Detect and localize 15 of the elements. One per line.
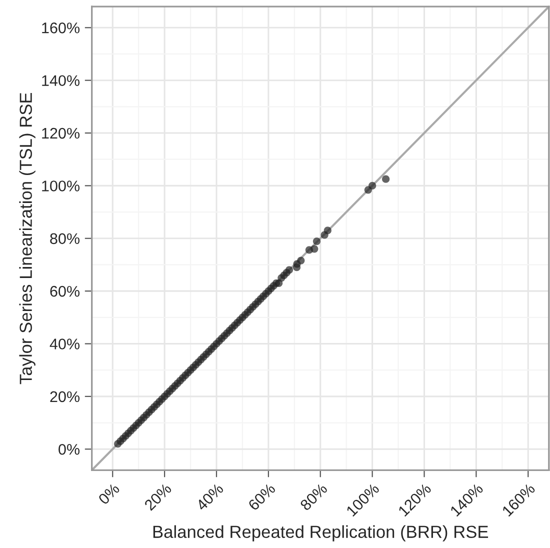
y-tick-label: 80% <box>50 233 80 244</box>
x-tick-label: 60% <box>248 482 276 511</box>
y-tick-label: 160% <box>42 22 80 34</box>
x-axis-title: Balanced Repeated Replication (BRR) RSE <box>153 525 488 542</box>
x-tick-label: 40% <box>195 482 224 512</box>
y-tick-label: 0% <box>58 444 80 455</box>
y-tick-label: 20% <box>50 391 80 402</box>
y-axis-title: Taylor Series Linearization (TSL) RSE <box>19 92 36 384</box>
y-tick-label: 100% <box>42 180 80 192</box>
x-tick-label: 0% <box>98 482 120 506</box>
y-tick-label: 140% <box>42 75 80 86</box>
y-tick-label: 60% <box>50 286 80 297</box>
y-tick-label: 40% <box>50 338 80 350</box>
y-tick-label: 120% <box>42 128 80 139</box>
x-tick-label: 80% <box>300 482 328 512</box>
